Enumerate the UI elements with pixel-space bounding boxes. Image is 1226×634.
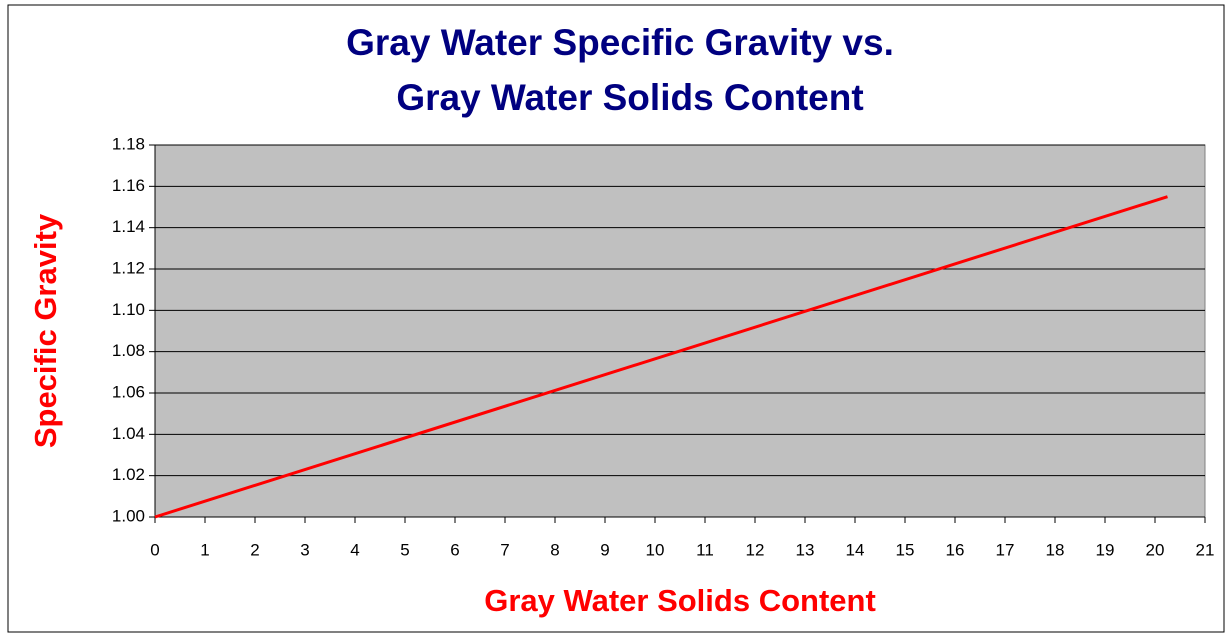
- x-tick-label: 8: [550, 540, 559, 559]
- x-tick-label: 2: [250, 540, 259, 559]
- x-tick-label: 21: [1196, 540, 1215, 559]
- y-tick-label: 1.02: [112, 465, 145, 484]
- x-tick-label: 14: [846, 540, 865, 559]
- plot-area: [154, 144, 1206, 518]
- x-tick-label: 16: [946, 540, 965, 559]
- x-tick-label: 18: [1046, 540, 1065, 559]
- chart-title: Gray Water Specific Gravity vs.: [346, 22, 894, 63]
- x-tick-label: 17: [996, 540, 1015, 559]
- x-tick-label: 4: [350, 540, 359, 559]
- x-axis-label: Gray Water Solids Content: [484, 583, 876, 618]
- x-tick-label: 0: [150, 540, 159, 559]
- y-tick-label: 1.04: [112, 424, 145, 443]
- x-tick-label: 10: [646, 540, 665, 559]
- y-tick-label: 1.00: [112, 506, 145, 525]
- chart-title: Gray Water Solids Content: [396, 77, 863, 118]
- y-tick-label: 1.06: [112, 382, 145, 401]
- x-tick-label: 11: [696, 540, 714, 559]
- data-line: [154, 195, 1168, 519]
- x-tick-label: 1: [200, 540, 209, 559]
- y-tick-label: 1.10: [112, 300, 145, 319]
- x-tick-label: 3: [300, 540, 309, 559]
- x-tick-label: 9: [600, 540, 609, 559]
- y-tick-label: 1.18: [112, 134, 145, 153]
- y-axis-label: Specific Gravity: [28, 213, 63, 448]
- x-tick-label: 6: [450, 540, 459, 559]
- x-tick-label: 13: [796, 540, 815, 559]
- x-tick-label: 15: [896, 540, 915, 559]
- x-tick-label: 7: [500, 540, 509, 559]
- y-tick-label: 1.12: [112, 258, 145, 277]
- y-tick-label: 1.16: [112, 176, 145, 195]
- x-tick-label: 5: [400, 540, 409, 559]
- x-tick-label: 12: [746, 540, 765, 559]
- y-tick-label: 1.08: [112, 341, 145, 360]
- x-tick-label: 20: [1146, 540, 1165, 559]
- y-tick-label: 1.14: [112, 217, 145, 236]
- x-tick-label: 19: [1096, 540, 1115, 559]
